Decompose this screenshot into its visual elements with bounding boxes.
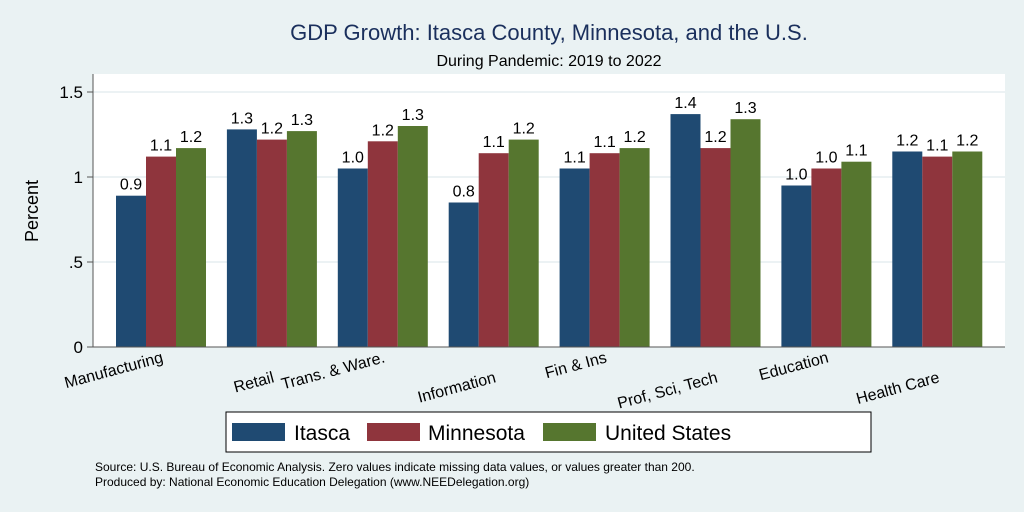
bar-itasca	[670, 114, 701, 347]
bar-itasca	[448, 202, 479, 347]
bar-united-states	[176, 148, 206, 347]
bar-itasca	[559, 168, 590, 347]
data-label: 1.2	[896, 133, 918, 150]
legend-swatch-itasca	[232, 423, 285, 441]
category-label: Health Care	[854, 369, 941, 408]
category-label: Education	[757, 349, 830, 384]
legend-label: Minnesota	[428, 422, 525, 445]
data-label: 1.2	[956, 133, 978, 150]
y-tick-label: 1	[74, 168, 83, 187]
chart-subtitle: During Pandemic: 2019 to 2022	[436, 53, 661, 70]
data-label: 0.8	[453, 184, 475, 201]
data-label: 1.2	[623, 129, 645, 146]
bar-minnesota	[478, 153, 509, 347]
legend: Itasca Minnesota United States	[225, 411, 872, 453]
legend-label: United States	[605, 422, 731, 445]
data-label: 1.0	[815, 150, 837, 167]
data-label: 1.0	[342, 150, 364, 167]
data-label: 1.1	[150, 138, 172, 155]
bar-itasca	[781, 185, 812, 347]
data-label: 1.1	[845, 143, 867, 160]
bar-minnesota	[922, 156, 953, 347]
bar-itasca	[892, 151, 923, 347]
bar-minnesota	[256, 139, 287, 347]
data-label: 1.1	[483, 134, 505, 151]
legend-swatch-minnesota	[367, 423, 420, 441]
data-label: 1.2	[513, 121, 535, 138]
y-tick-label: 1.5	[59, 83, 83, 102]
data-label: 0.9	[120, 177, 142, 194]
data-label: 1.2	[372, 122, 394, 139]
bar-united-states	[952, 151, 983, 347]
bar-united-states	[841, 161, 872, 347]
data-label: 1.4	[674, 95, 696, 112]
data-label: 1.3	[291, 112, 313, 129]
bar-minnesota	[700, 148, 731, 347]
bar-itasca	[116, 195, 146, 347]
data-label: 1.0	[785, 167, 807, 184]
chart-title: GDP Growth: Itasca County, Minnesota, an…	[290, 20, 808, 45]
footer-source: Source: U.S. Bureau of Economic Analysis…	[95, 460, 695, 474]
category-label: Information	[416, 369, 498, 406]
bar-united-states	[730, 119, 761, 347]
data-label: 1.3	[734, 100, 756, 117]
bar-minnesota	[811, 168, 842, 347]
category-label: Prof, Sci, Tech	[616, 369, 720, 412]
footer-producer: Produced by: National Economic Education…	[95, 475, 529, 489]
legend-label: Itasca	[294, 422, 350, 445]
category-label: Trans. & Ware.	[280, 349, 387, 393]
data-label: 1.3	[231, 110, 253, 127]
data-label: 1.2	[180, 129, 202, 146]
bar-minnesota	[589, 153, 620, 347]
bar-minnesota	[146, 156, 176, 347]
bar-itasca	[337, 168, 368, 347]
category-label: Retail	[232, 369, 276, 396]
legend-swatch-united-states	[543, 423, 596, 441]
data-label: 1.1	[926, 138, 948, 155]
category-label: Fin & Ins	[543, 349, 608, 382]
bar-united-states	[397, 126, 428, 347]
data-label: 1.3	[402, 107, 424, 124]
bar-united-states	[508, 139, 539, 347]
y-tick-label: .5	[69, 253, 83, 272]
bar-united-states	[619, 148, 650, 347]
y-axis-label: Percent	[22, 180, 42, 242]
bar-itasca	[226, 129, 257, 347]
data-label: 1.1	[593, 134, 615, 151]
data-label: 1.2	[704, 129, 726, 146]
bar-united-states	[286, 131, 317, 347]
bar-minnesota	[367, 141, 398, 347]
y-tick-label: 0	[74, 338, 83, 357]
data-label: 1.1	[563, 150, 585, 167]
data-label: 1.2	[261, 121, 283, 138]
